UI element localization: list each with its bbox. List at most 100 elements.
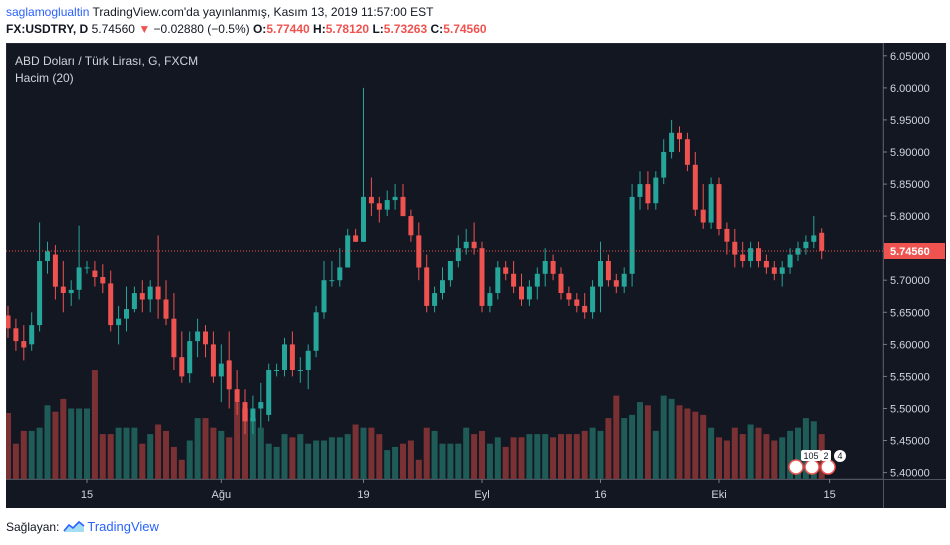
candle-body[interactable]	[52, 254, 58, 287]
candle-body[interactable]	[368, 196, 374, 204]
candle-body[interactable]	[566, 293, 572, 300]
candle-body[interactable]	[392, 196, 398, 201]
event-count-badge[interactable]	[801, 450, 821, 461]
candle-body[interactable]	[408, 216, 414, 236]
candle-body[interactable]	[463, 241, 469, 249]
chart-frame[interactable]: 6.05000 6.00000 5.95000 5.90000 5.85000 5.800…	[6, 43, 946, 508]
candle-body[interactable]	[637, 184, 643, 197]
candle-body[interactable]	[779, 267, 785, 274]
candle-body[interactable]	[13, 328, 19, 342]
candle-body[interactable]	[495, 267, 501, 293]
candle-body[interactable]	[124, 309, 129, 319]
candle-body[interactable]	[550, 261, 556, 274]
event-count-badge[interactable]	[834, 450, 846, 462]
candle-body[interactable]	[455, 248, 461, 261]
flag-icon[interactable]	[820, 459, 836, 475]
candle-body[interactable]	[37, 261, 43, 326]
candle-body[interactable]	[6, 315, 11, 329]
candle-body[interactable]	[116, 318, 122, 326]
candle-body[interactable]	[598, 261, 603, 287]
candle-body[interactable]	[771, 267, 777, 274]
candle-body[interactable]	[258, 402, 264, 409]
candle-body[interactable]	[763, 261, 769, 268]
candle-body[interactable]	[155, 286, 161, 300]
candle-body[interactable]	[558, 273, 564, 293]
candle-body[interactable]	[21, 341, 27, 348]
candle-body[interactable]	[131, 293, 137, 310]
candle-body[interactable]	[108, 283, 114, 326]
candle-body[interactable]	[179, 357, 185, 377]
candle-body[interactable]	[60, 286, 66, 293]
candle-body[interactable]	[274, 370, 280, 371]
candle-body[interactable]	[700, 209, 706, 223]
candle-body[interactable]	[282, 344, 287, 370]
candle-body[interactable]	[313, 312, 319, 351]
flag-icon[interactable]	[788, 459, 804, 475]
candle-body[interactable]	[321, 280, 327, 313]
candle-body[interactable]	[92, 270, 98, 277]
candle-body[interactable]	[195, 331, 201, 342]
candle-body[interactable]	[534, 273, 540, 287]
candle-body[interactable]	[677, 132, 682, 140]
candle-body[interactable]	[100, 277, 106, 284]
volume-indicator-label[interactable]: Hacim (20)	[15, 71, 74, 85]
price-chart[interactable]: 6.05000 6.00000 5.95000 5.90000 5.85000 5.800…	[6, 43, 946, 508]
candle-body[interactable]	[574, 299, 580, 306]
candle-body[interactable]	[432, 293, 438, 306]
candle-body[interactable]	[503, 267, 509, 274]
candle-body[interactable]	[139, 293, 145, 300]
flag-icon[interactable]	[804, 459, 820, 475]
candle-body[interactable]	[526, 286, 532, 300]
candle-body[interactable]	[203, 331, 208, 345]
candle-body[interactable]	[819, 232, 825, 251]
candle-body[interactable]	[692, 164, 698, 210]
candle-body[interactable]	[629, 196, 635, 274]
candle-body[interactable]	[361, 196, 366, 242]
candle-body[interactable]	[471, 241, 477, 249]
candle-body[interactable]	[305, 350, 311, 370]
candle-body[interactable]	[669, 132, 675, 152]
candle-body[interactable]	[708, 184, 714, 223]
candle-body[interactable]	[447, 261, 453, 281]
candle-body[interactable]	[653, 177, 659, 204]
tradingview-link[interactable]: TradingView	[87, 519, 159, 534]
candle-body[interactable]	[297, 370, 303, 371]
candle-body[interactable]	[29, 325, 35, 345]
candle-body[interactable]	[384, 200, 390, 210]
candle-body[interactable]	[337, 267, 343, 281]
candle-body[interactable]	[163, 299, 169, 319]
candle-body[interactable]	[479, 248, 485, 306]
candle-body[interactable]	[234, 389, 240, 402]
candle-body[interactable]	[218, 363, 224, 377]
candle-body[interactable]	[645, 184, 651, 204]
candle-body[interactable]	[811, 235, 817, 242]
candle-body[interactable]	[740, 254, 746, 261]
candle-body[interactable]	[400, 196, 406, 217]
candle-body[interactable]	[289, 344, 295, 370]
candle-body[interactable]	[519, 286, 524, 300]
candle-body[interactable]	[803, 241, 809, 249]
candle-body[interactable]	[621, 273, 627, 287]
candle-body[interactable]	[613, 280, 619, 287]
candle-body[interactable]	[210, 344, 216, 377]
candle-body[interactable]	[416, 235, 422, 268]
candle-body[interactable]	[684, 139, 690, 165]
event-count-badge[interactable]	[821, 450, 831, 461]
candle-body[interactable]	[748, 248, 754, 261]
candle-body[interactable]	[45, 251, 50, 261]
candle-body[interactable]	[147, 286, 153, 300]
candle-body[interactable]	[542, 261, 548, 274]
candle-body[interactable]	[732, 241, 738, 255]
candle-body[interactable]	[68, 289, 74, 294]
candle-body[interactable]	[605, 261, 611, 281]
candle-body[interactable]	[84, 267, 90, 269]
candle-body[interactable]	[787, 254, 793, 268]
author-link[interactable]: saglamoglualtin	[6, 5, 90, 19]
candle-body[interactable]	[756, 248, 761, 261]
candle-body[interactable]	[487, 293, 493, 306]
candle-body[interactable]	[424, 267, 430, 306]
candle-body[interactable]	[226, 360, 232, 390]
candle-body[interactable]	[511, 273, 517, 287]
candle-body[interactable]	[716, 184, 722, 229]
candle-body[interactable]	[266, 370, 272, 415]
